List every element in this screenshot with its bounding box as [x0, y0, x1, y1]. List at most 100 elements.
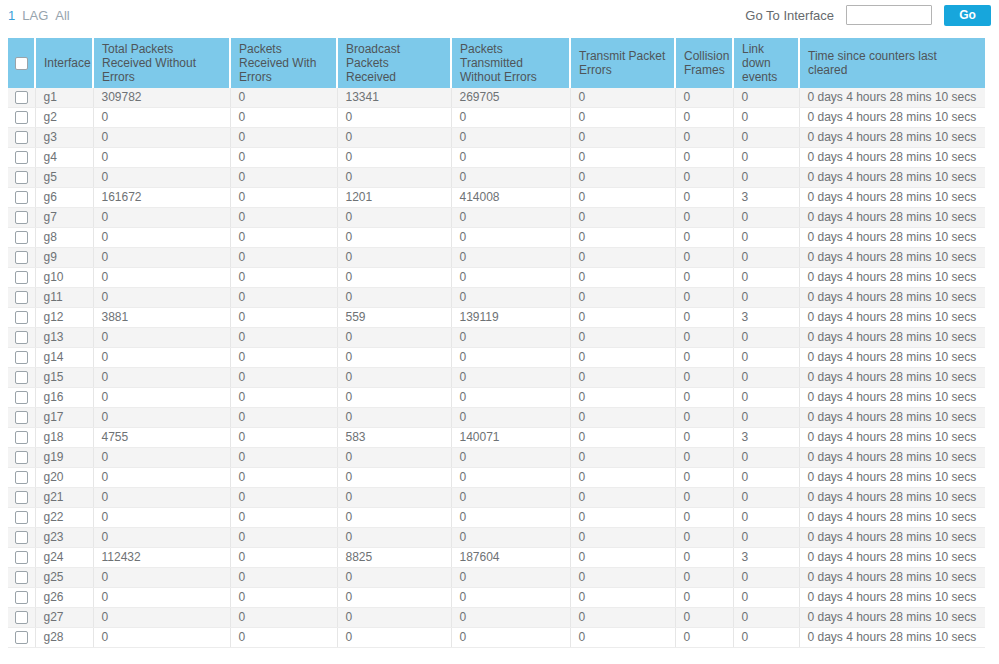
time-cell: 0 days 4 hours 28 mins 10 secs [799, 328, 985, 348]
value-cell: 0 [733, 148, 799, 168]
row-checkbox[interactable] [15, 171, 28, 184]
row-checkbox[interactable] [15, 631, 28, 644]
value-cell: 0 [675, 508, 733, 528]
row-checkbox[interactable] [15, 291, 28, 304]
row-checkbox[interactable] [15, 391, 28, 404]
go-button[interactable]: Go [944, 5, 991, 26]
value-cell: 0 [570, 148, 675, 168]
interface-cell: g2 [35, 108, 93, 128]
row-checkbox[interactable] [15, 231, 28, 244]
value-cell: 0 [675, 408, 733, 428]
table-row: g25 0 0 0 0 0 0 0 0 days 4 hours 28 mins… [8, 568, 985, 588]
interface-cell: g19 [35, 448, 93, 468]
row-checkbox[interactable] [15, 131, 28, 144]
value-cell: 0 [230, 348, 337, 368]
value-cell: 0 [675, 608, 733, 628]
row-checkbox[interactable] [15, 571, 28, 584]
time-cell: 0 days 4 hours 28 mins 10 secs [799, 308, 985, 328]
row-checkbox[interactable] [15, 271, 28, 284]
row-checkbox[interactable] [15, 151, 28, 164]
row-checkbox[interactable] [15, 331, 28, 344]
row-checkbox[interactable] [15, 411, 28, 424]
value-cell: 0 [230, 168, 337, 188]
table-row: g3 0 0 0 0 0 0 0 0 days 4 hours 28 mins … [8, 128, 985, 148]
value-cell: 0 [93, 408, 230, 428]
row-checkbox[interactable] [15, 451, 28, 464]
time-cell: 0 days 4 hours 28 mins 10 secs [799, 568, 985, 588]
value-cell: 0 [93, 388, 230, 408]
value-cell: 0 [733, 348, 799, 368]
value-cell: 0 [337, 208, 451, 228]
value-cell: 0 [675, 348, 733, 368]
row-checkbox[interactable] [15, 431, 28, 444]
value-cell: 0 [93, 588, 230, 608]
pager-page-1[interactable]: 1 [8, 8, 15, 23]
value-cell: 0 [230, 148, 337, 168]
row-checkbox[interactable] [15, 211, 28, 224]
value-cell: 0 [733, 228, 799, 248]
value-cell: 0 [733, 408, 799, 428]
row-checkbox-cell [8, 508, 35, 528]
value-cell: 0 [337, 348, 451, 368]
row-checkbox[interactable] [15, 531, 28, 544]
value-cell: 0 [570, 568, 675, 588]
table-row: g5 0 0 0 0 0 0 0 0 days 4 hours 28 mins … [8, 168, 985, 188]
value-cell: 0 [337, 408, 451, 428]
goto-interface-input[interactable] [846, 5, 932, 25]
time-cell: 0 days 4 hours 28 mins 10 secs [799, 448, 985, 468]
value-cell: 0 [675, 88, 733, 108]
value-cell: 1201 [337, 188, 451, 208]
value-cell: 0 [230, 128, 337, 148]
value-cell: 0 [570, 308, 675, 328]
value-cell: 0 [93, 348, 230, 368]
table-row: g18 4755 0 583 140071 0 0 3 0 days 4 hou… [8, 428, 985, 448]
row-checkbox[interactable] [15, 111, 28, 124]
row-checkbox[interactable] [15, 311, 28, 324]
row-checkbox[interactable] [15, 371, 28, 384]
row-checkbox[interactable] [15, 91, 28, 104]
value-cell: 0 [451, 368, 570, 388]
row-checkbox[interactable] [15, 591, 28, 604]
value-cell: 0 [337, 168, 451, 188]
value-cell: 0 [451, 348, 570, 368]
goto-interface-top: Go To Interface Go [745, 5, 991, 26]
value-cell: 0 [93, 328, 230, 348]
value-cell: 0 [570, 388, 675, 408]
time-cell: 0 days 4 hours 28 mins 10 secs [799, 128, 985, 148]
pager-all-link[interactable]: All [55, 8, 69, 23]
value-cell: 0 [337, 508, 451, 528]
row-checkbox-cell [8, 208, 35, 228]
row-checkbox-cell [8, 188, 35, 208]
value-cell: 0 [675, 148, 733, 168]
pager-lag-link[interactable]: LAG [22, 8, 48, 23]
row-checkbox[interactable] [15, 351, 28, 364]
value-cell: 0 [230, 108, 337, 128]
value-cell: 309782 [93, 88, 230, 108]
row-checkbox[interactable] [15, 491, 28, 504]
col-header-collision-frames: Collision Frames [675, 38, 733, 88]
select-all-checkbox[interactable] [15, 57, 28, 70]
row-checkbox[interactable] [15, 611, 28, 624]
value-cell: 0 [675, 448, 733, 468]
row-checkbox[interactable] [15, 551, 28, 564]
value-cell: 0 [675, 308, 733, 328]
row-checkbox-cell [8, 408, 35, 428]
value-cell: 0 [675, 328, 733, 348]
time-cell: 0 days 4 hours 28 mins 10 secs [799, 468, 985, 488]
value-cell: 3 [733, 308, 799, 328]
row-checkbox[interactable] [15, 471, 28, 484]
row-checkbox-cell [8, 148, 35, 168]
value-cell: 0 [230, 248, 337, 268]
row-checkbox[interactable] [15, 511, 28, 524]
top-bar: 1 LAG All Go To Interface Go [8, 2, 991, 28]
row-checkbox[interactable] [15, 191, 28, 204]
interface-cell: g17 [35, 408, 93, 428]
row-checkbox[interactable] [15, 251, 28, 264]
value-cell: 4755 [93, 428, 230, 448]
value-cell: 0 [337, 568, 451, 588]
time-cell: 0 days 4 hours 28 mins 10 secs [799, 548, 985, 568]
row-checkbox-cell [8, 608, 35, 628]
value-cell: 0 [733, 608, 799, 628]
time-cell: 0 days 4 hours 28 mins 10 secs [799, 248, 985, 268]
value-cell: 0 [451, 528, 570, 548]
